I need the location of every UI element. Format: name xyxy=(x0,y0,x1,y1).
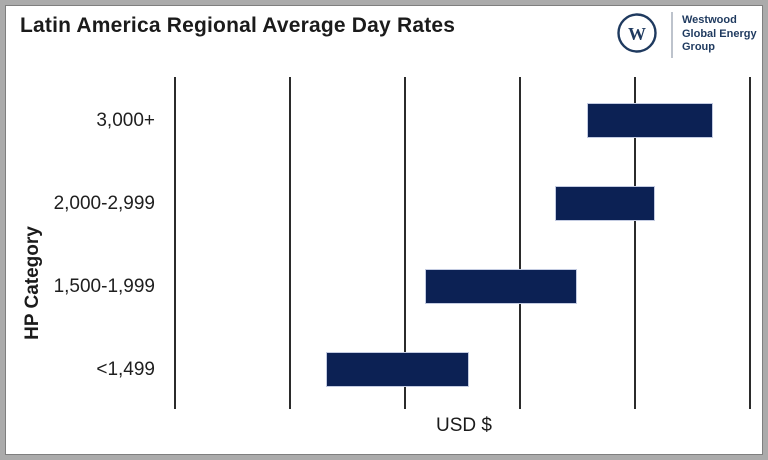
x-axis-title: USD $ xyxy=(436,415,492,436)
logo-org-line: Group xyxy=(682,41,715,53)
svg-text:W: W xyxy=(628,24,646,44)
chart-title: Latin America Regional Average Day Rates xyxy=(20,14,456,37)
category-label-2-000-2-999: 2,000-2,999 xyxy=(53,192,155,214)
range-bar-1-500-1-999 xyxy=(424,269,578,304)
logo-org-line: Global Energy xyxy=(682,27,757,40)
x-gridline xyxy=(519,77,521,409)
logo-org-line: Westwood xyxy=(682,14,737,26)
logo-divider xyxy=(671,12,673,58)
westwood-logo: W Westwood Global Energy Group xyxy=(615,11,757,61)
x-gridline xyxy=(174,77,176,409)
range-bar-1-499 xyxy=(325,352,470,387)
category-label-1-500-1-999: 1,500-1,999 xyxy=(53,275,155,297)
westwood-monogram-icon: W xyxy=(617,13,657,53)
range-bar-3-000 xyxy=(586,103,714,138)
category-label-3-000: 3,000+ xyxy=(96,109,155,131)
category-label-1-499: <1,499 xyxy=(96,358,155,380)
x-gridline xyxy=(634,77,636,409)
x-gridline xyxy=(404,77,406,409)
x-gridline xyxy=(289,77,291,409)
logo-org-name: Westwood Global Energy Group xyxy=(682,14,757,55)
range-bar-2-000-2-999 xyxy=(554,186,655,221)
x-gridline xyxy=(749,77,751,409)
